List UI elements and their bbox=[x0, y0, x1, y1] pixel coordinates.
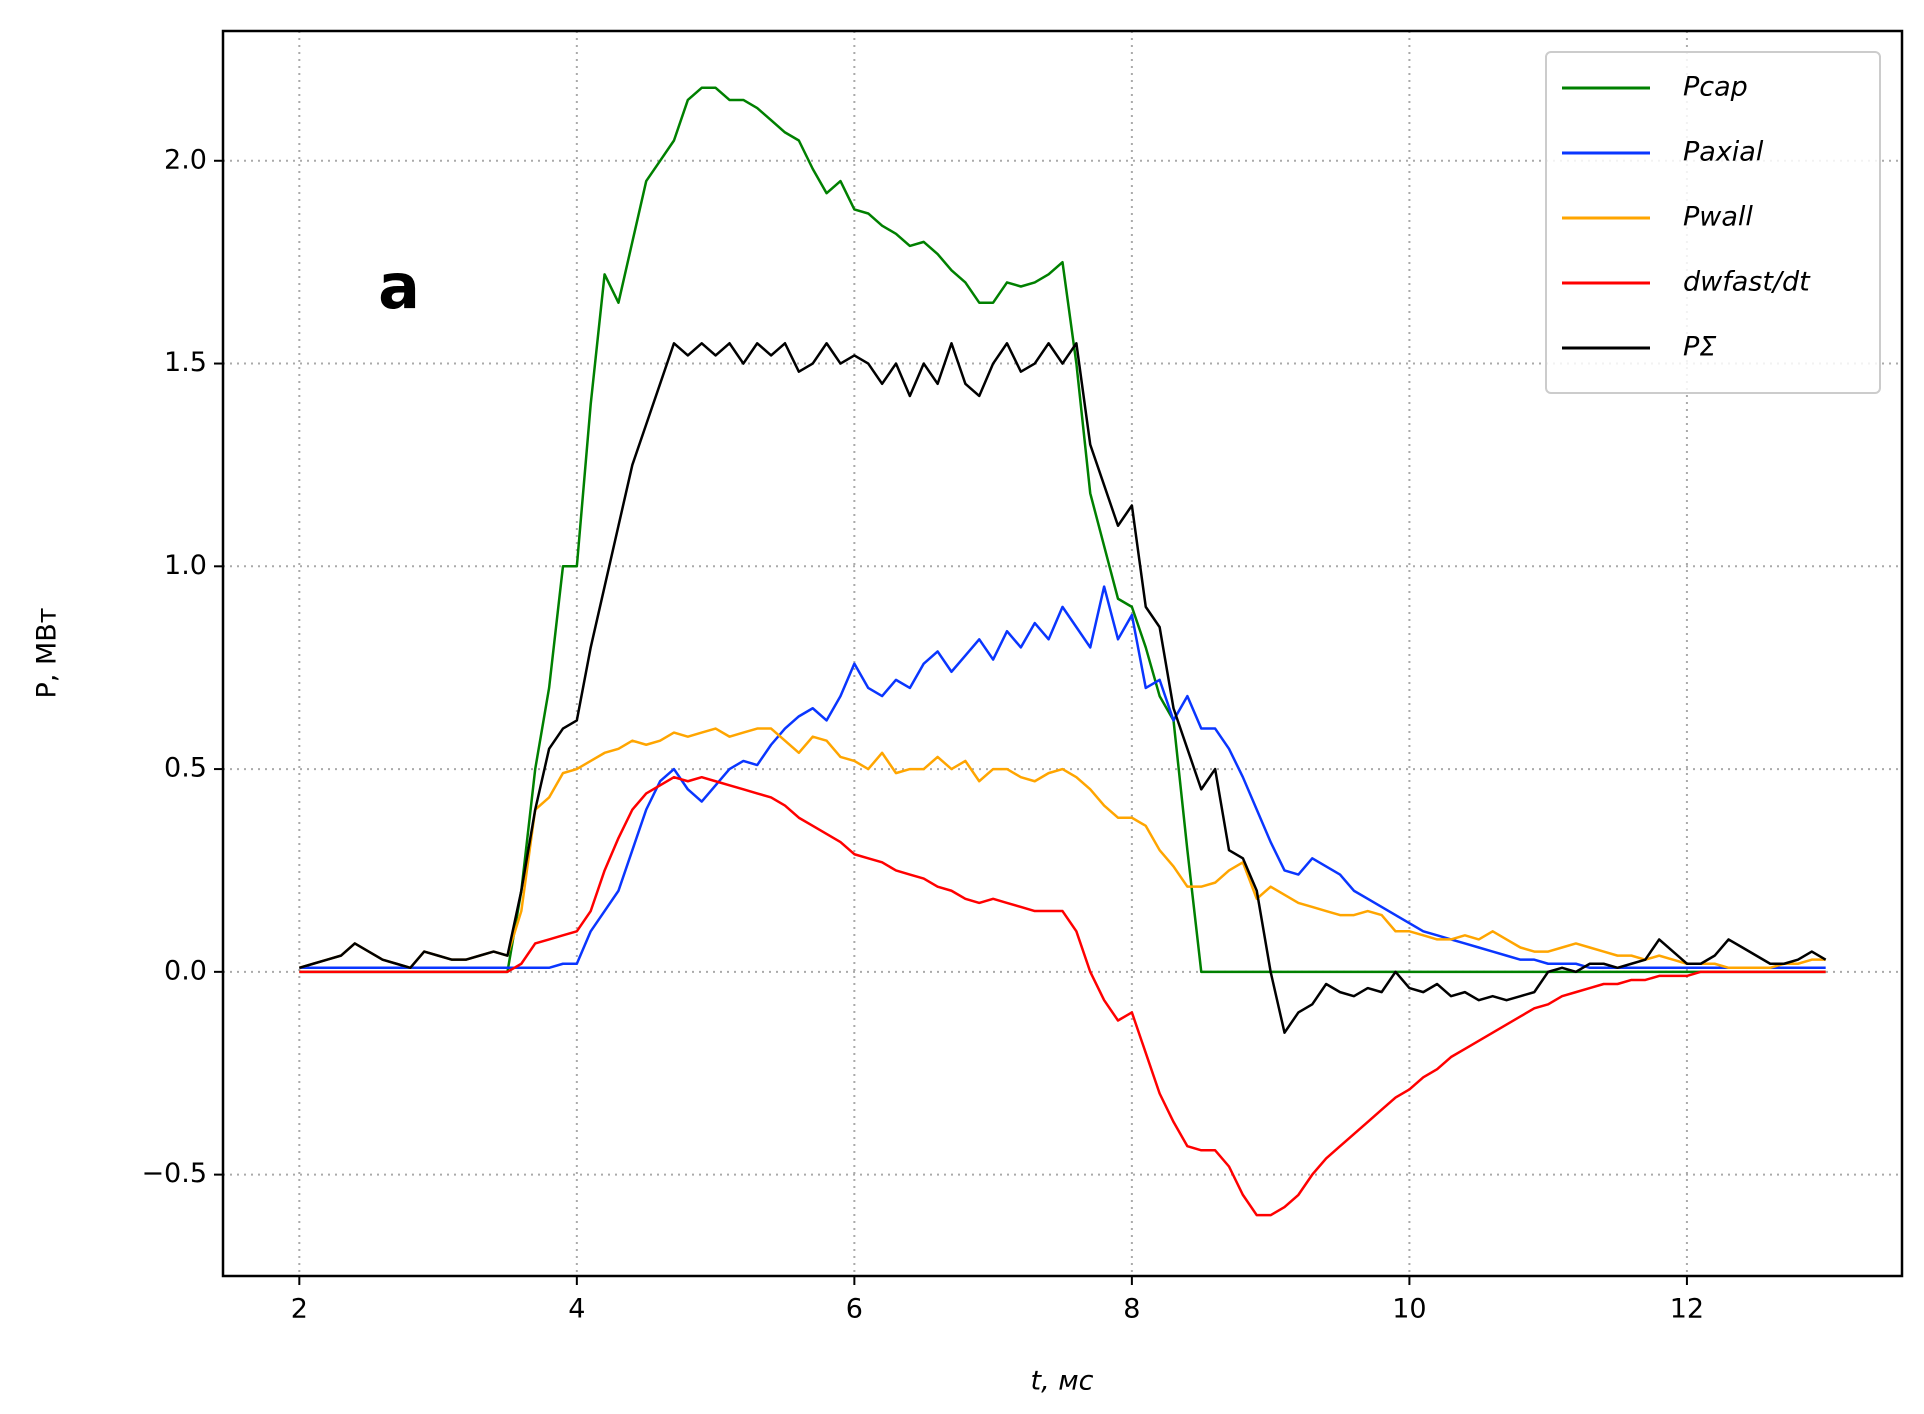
x-tick-label: 8 bbox=[1123, 1294, 1140, 1325]
x-tick-label: 10 bbox=[1392, 1294, 1426, 1325]
y-tick-label: 2.0 bbox=[164, 144, 207, 175]
x-axis-label: t, мс bbox=[1031, 1366, 1094, 1397]
y-tick-label: 1.5 bbox=[164, 347, 207, 378]
y-tick-label: 1.0 bbox=[164, 550, 207, 581]
series-line bbox=[299, 86, 1826, 974]
plot-frame bbox=[221, 29, 1904, 1278]
x-tick-label: 12 bbox=[1670, 1294, 1704, 1325]
y-tick-label: 0.0 bbox=[164, 955, 207, 986]
y-axis-label: P, МВт bbox=[32, 608, 63, 699]
series-line bbox=[298, 342, 1827, 1034]
legend-box bbox=[1545, 51, 1881, 394]
legend-label: PΣ bbox=[1683, 332, 1716, 363]
legend-label: dwfast/dt bbox=[1683, 267, 1811, 298]
legend-label: Pwall bbox=[1683, 202, 1753, 233]
annotation: a bbox=[378, 250, 420, 323]
x-tick-label: 2 bbox=[291, 1294, 308, 1325]
legend-label: Paxial bbox=[1683, 137, 1764, 168]
x-tick-label: 6 bbox=[846, 1294, 863, 1325]
y-tick-label: 0.5 bbox=[164, 753, 207, 784]
series-line bbox=[299, 585, 1826, 970]
y-tick-label: −0.5 bbox=[141, 1158, 207, 1189]
series-line bbox=[298, 727, 1826, 970]
series-line bbox=[299, 775, 1826, 1217]
legend-label: Pcap bbox=[1683, 72, 1748, 103]
x-tick-label: 4 bbox=[568, 1294, 585, 1325]
